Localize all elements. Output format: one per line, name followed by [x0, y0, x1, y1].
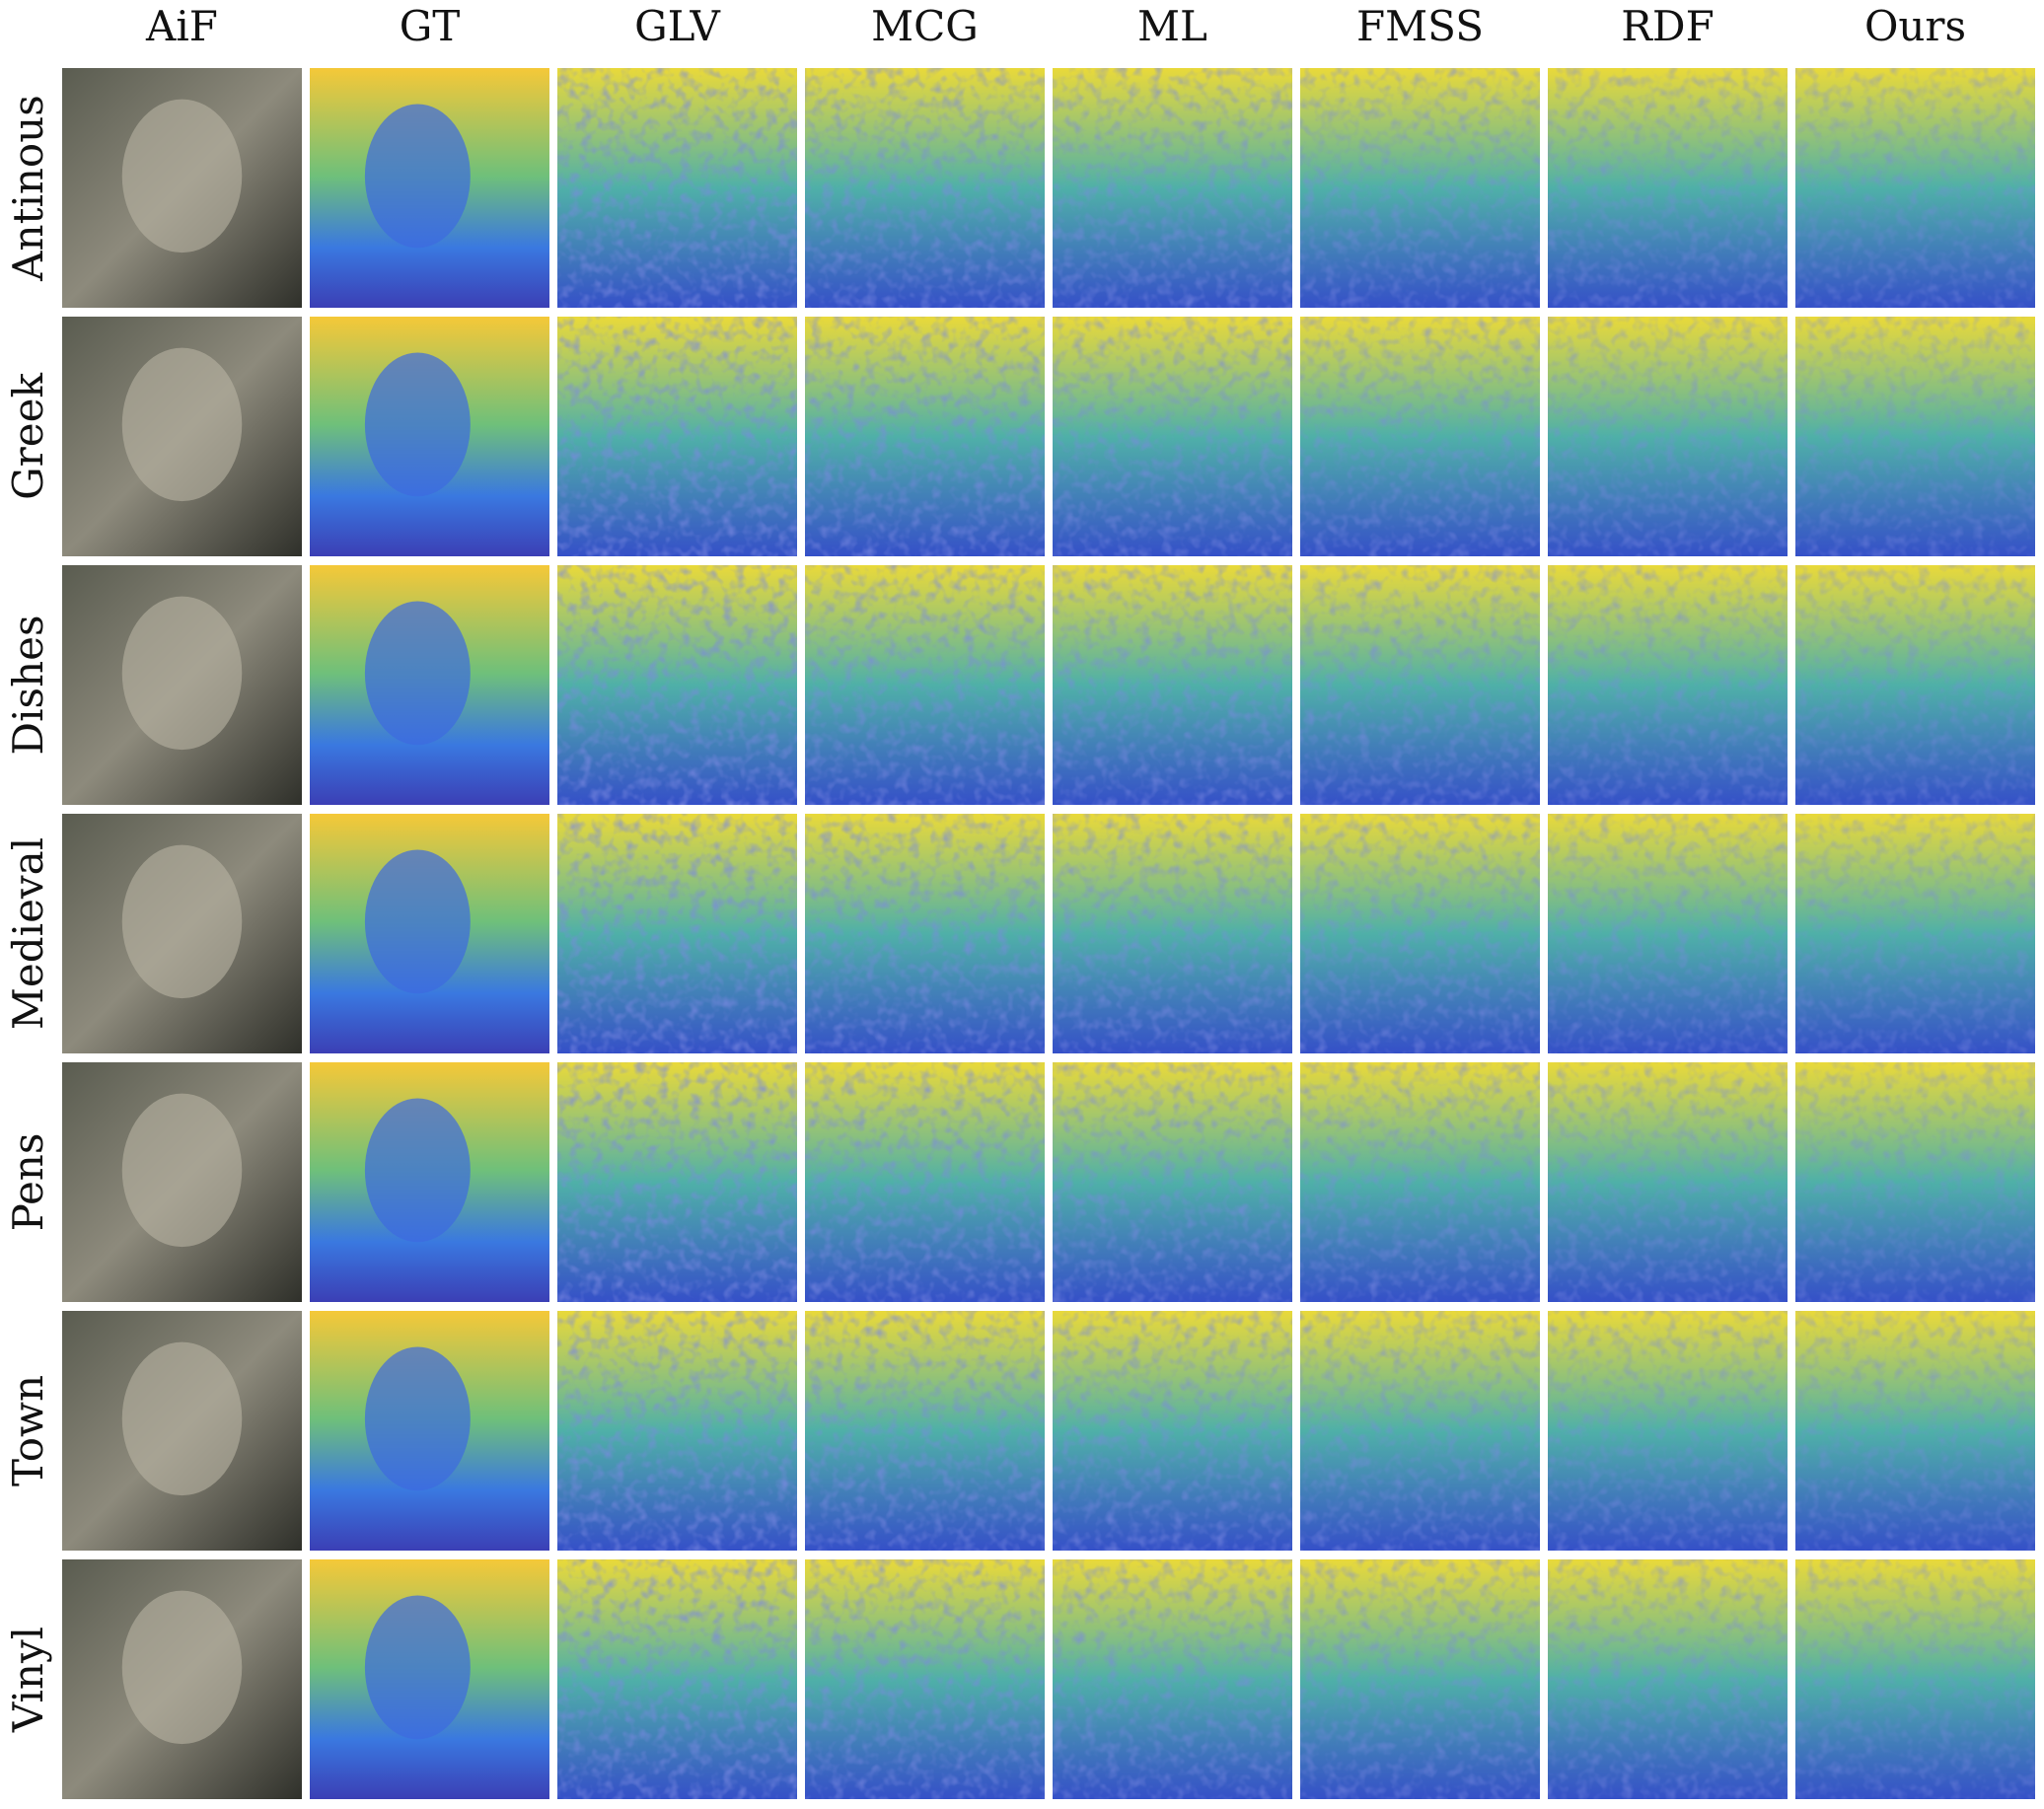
- depth-noise: [1300, 814, 1540, 1053]
- depth-noise: [1795, 317, 2035, 556]
- row-label: Greek: [4, 373, 52, 500]
- depth-noise: [805, 68, 1045, 308]
- photo-object: [121, 596, 243, 751]
- depth-noise: [1300, 317, 1540, 556]
- row-label: Vinyl: [4, 1627, 52, 1733]
- depth-noise: [1053, 68, 1292, 308]
- depth-noise: [1300, 68, 1540, 308]
- depth-noise: [1053, 565, 1292, 805]
- depth-noise: [1795, 814, 2035, 1053]
- depth-noise: [1053, 1311, 1292, 1551]
- column-header: MCG: [871, 2, 979, 50]
- photo-object: [121, 1590, 243, 1745]
- photo-object: [121, 1093, 243, 1248]
- depth-noise: [805, 1559, 1045, 1799]
- column-header: Ours: [1864, 2, 1966, 50]
- depth-noise: [1053, 1062, 1292, 1302]
- depth-noise: [1548, 68, 1788, 308]
- depth-noise: [1300, 1311, 1540, 1551]
- depth-noise: [1548, 317, 1788, 556]
- depth-noise: [557, 1559, 797, 1799]
- photo-object: [121, 1341, 243, 1496]
- depth-object: [364, 1595, 471, 1740]
- depth-noise: [1548, 1062, 1788, 1302]
- column-header: FMSS: [1356, 2, 1484, 50]
- depth-noise: [1300, 565, 1540, 805]
- photo-object: [121, 347, 243, 502]
- photo-object: [121, 99, 243, 253]
- depth-noise: [1548, 1311, 1788, 1551]
- depth-noise: [1548, 814, 1788, 1053]
- depth-noise: [805, 1062, 1045, 1302]
- depth-noise: [1795, 1311, 2035, 1551]
- depth-object: [364, 601, 471, 746]
- depth-noise: [1795, 1062, 2035, 1302]
- column-header: ML: [1137, 2, 1207, 50]
- row-label: Pens: [4, 1133, 52, 1232]
- column-header: GLV: [634, 2, 720, 50]
- depth-noise: [1795, 565, 2035, 805]
- depth-noise: [1053, 814, 1292, 1053]
- image-grid: [62, 68, 2035, 1799]
- depth-noise: [557, 814, 797, 1053]
- depth-noise: [805, 814, 1045, 1053]
- column-header: AiF: [145, 2, 218, 50]
- column-header: RDF: [1621, 2, 1714, 50]
- depth-noise: [557, 68, 797, 308]
- depth-noise: [1300, 1559, 1540, 1799]
- depth-object: [364, 1346, 471, 1491]
- depth-noise: [557, 1062, 797, 1302]
- depth-noise: [557, 317, 797, 556]
- row-label: Dishes: [4, 615, 52, 755]
- column-header: GT: [400, 2, 461, 50]
- depth-noise: [1795, 68, 2035, 308]
- row-label: Town: [4, 1375, 52, 1486]
- depth-noise: [1053, 1559, 1292, 1799]
- depth-object: [364, 104, 471, 249]
- row-label: Medieval: [4, 837, 52, 1030]
- depth-object: [364, 352, 471, 497]
- depth-noise: [1300, 1062, 1540, 1302]
- depth-noise: [1548, 565, 1788, 805]
- depth-noise: [557, 565, 797, 805]
- depth-noise: [557, 1311, 797, 1551]
- depth-noise: [805, 565, 1045, 805]
- depth-object: [364, 849, 471, 994]
- depth-noise: [805, 1311, 1045, 1551]
- depth-object: [364, 1098, 471, 1243]
- depth-noise: [1548, 1559, 1788, 1799]
- depth-noise: [1053, 317, 1292, 556]
- depth-noise: [805, 317, 1045, 556]
- depth-noise: [1795, 1559, 2035, 1799]
- photo-object: [121, 844, 243, 999]
- row-label: Antinous: [4, 95, 52, 282]
